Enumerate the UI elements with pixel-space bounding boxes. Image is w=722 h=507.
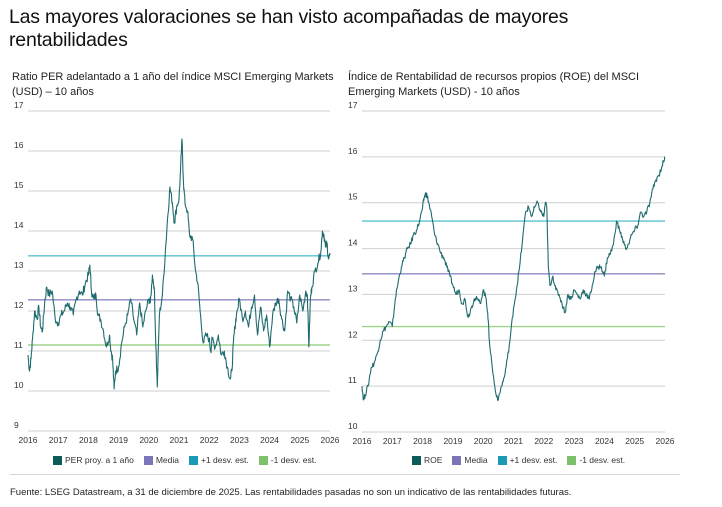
y-tick-label: 17 xyxy=(14,100,24,110)
footer-divider xyxy=(10,474,680,475)
x-tick-label: 2017 xyxy=(49,435,68,445)
series-line xyxy=(361,156,666,401)
y-tick-label: 10 xyxy=(14,380,24,390)
y-tick-label: 13 xyxy=(14,260,24,270)
x-tick-label: 2019 xyxy=(109,435,128,445)
legend-swatch-series xyxy=(53,455,62,465)
y-tick-label: 14 xyxy=(348,238,358,248)
chart-left-title: Ratio PER adelantado a 1 año del índice … xyxy=(12,71,334,98)
x-tick-label: 2017 xyxy=(383,436,402,446)
page-title: Las mayores valoraciones se han visto ac… xyxy=(9,6,569,51)
legend-label: -1 desv. est. xyxy=(579,455,626,465)
x-tick-label: 2016 xyxy=(19,435,38,445)
legend-item-plus1: +1 desv. est. xyxy=(188,455,249,465)
y-tick-label: 15 xyxy=(14,180,24,190)
x-tick-label: 2025 xyxy=(625,436,644,446)
legend-label: Media xyxy=(155,455,179,465)
y-tick-label: 16 xyxy=(348,146,358,156)
roe-legend: ROE Media +1 desv. est. -1 desv. est. xyxy=(412,455,625,465)
x-tick-label: 2025 xyxy=(290,435,309,445)
x-tick-label: 2024 xyxy=(260,435,279,445)
x-tick-label: 2020 xyxy=(139,435,158,445)
x-tick-label: 2026 xyxy=(656,436,675,446)
x-tick-label: 2024 xyxy=(595,436,614,446)
legend-label: Media xyxy=(464,455,488,465)
legend-label: ROE xyxy=(424,455,443,465)
legend-swatch-plus1 xyxy=(497,455,507,465)
legend-swatch-mean xyxy=(143,455,153,465)
per-legend: PER proy. a 1 año Media +1 desv. est. -1… xyxy=(53,455,316,465)
legend-swatch-minus1 xyxy=(258,455,268,465)
y-tick-label: 12 xyxy=(348,329,358,339)
legend-item-series: PER proy. a 1 año xyxy=(53,455,134,465)
legend-swatch-plus1 xyxy=(188,455,198,465)
legend-swatch-mean xyxy=(452,455,462,465)
legend-swatch-minus1 xyxy=(567,455,577,465)
legend-item-minus1: -1 desv. est. xyxy=(567,455,625,465)
y-tick-label: 17 xyxy=(348,100,358,110)
series-line xyxy=(27,138,331,390)
legend-item-mean: Media xyxy=(143,455,179,465)
x-tick-label: 2018 xyxy=(79,435,98,445)
legend-item-series: ROE xyxy=(412,455,442,465)
y-tick-label: 10 xyxy=(348,421,358,431)
x-tick-label: 2016 xyxy=(353,436,372,446)
x-tick-label: 2021 xyxy=(504,436,523,446)
y-tick-label: 12 xyxy=(14,300,24,310)
legend-item-minus1: -1 desv. est. xyxy=(258,455,317,465)
x-tick-label: 2023 xyxy=(565,436,584,446)
x-tick-label: 2020 xyxy=(474,436,493,446)
chart-right-title: Índice de Rentabilidad de recursos propi… xyxy=(348,71,640,98)
y-tick-label: 11 xyxy=(14,340,23,350)
x-tick-label: 2022 xyxy=(200,435,219,445)
source-note: Fuente: LSEG Datastream, a 31 de diciemb… xyxy=(10,487,572,498)
y-tick-label: 13 xyxy=(348,283,358,293)
legend-item-plus1: +1 desv. est. xyxy=(497,455,558,465)
y-tick-label: 15 xyxy=(348,192,358,202)
y-tick-label: 16 xyxy=(14,140,24,150)
y-tick-label: 14 xyxy=(14,220,24,230)
legend-label: -1 desv. est. xyxy=(270,455,317,465)
x-tick-label: 2021 xyxy=(170,435,189,445)
legend-label: PER proy. a 1 año xyxy=(65,455,134,465)
y-tick-label: 11 xyxy=(348,375,357,385)
y-tick-label: 9 xyxy=(14,420,19,430)
x-tick-label: 2022 xyxy=(534,436,553,446)
per-chart: 9 10 11 12 13 14 15 16 17 2016 2017 2018 2019 2020 202… xyxy=(14,100,340,445)
legend-label: +1 desv. est. xyxy=(509,455,558,465)
x-tick-label: 2026 xyxy=(321,435,340,445)
x-tick-label: 2019 xyxy=(443,436,462,446)
legend-item-mean: Media xyxy=(452,455,488,465)
legend-label: +1 desv. est. xyxy=(200,455,249,465)
x-tick-label: 2018 xyxy=(413,436,432,446)
legend-swatch-series xyxy=(412,455,421,465)
x-tick-label: 2023 xyxy=(230,435,249,445)
roe-chart: 10 11 12 13 14 15 16 17 2016 2017 2018 2019 2020 2021… xyxy=(348,100,675,446)
